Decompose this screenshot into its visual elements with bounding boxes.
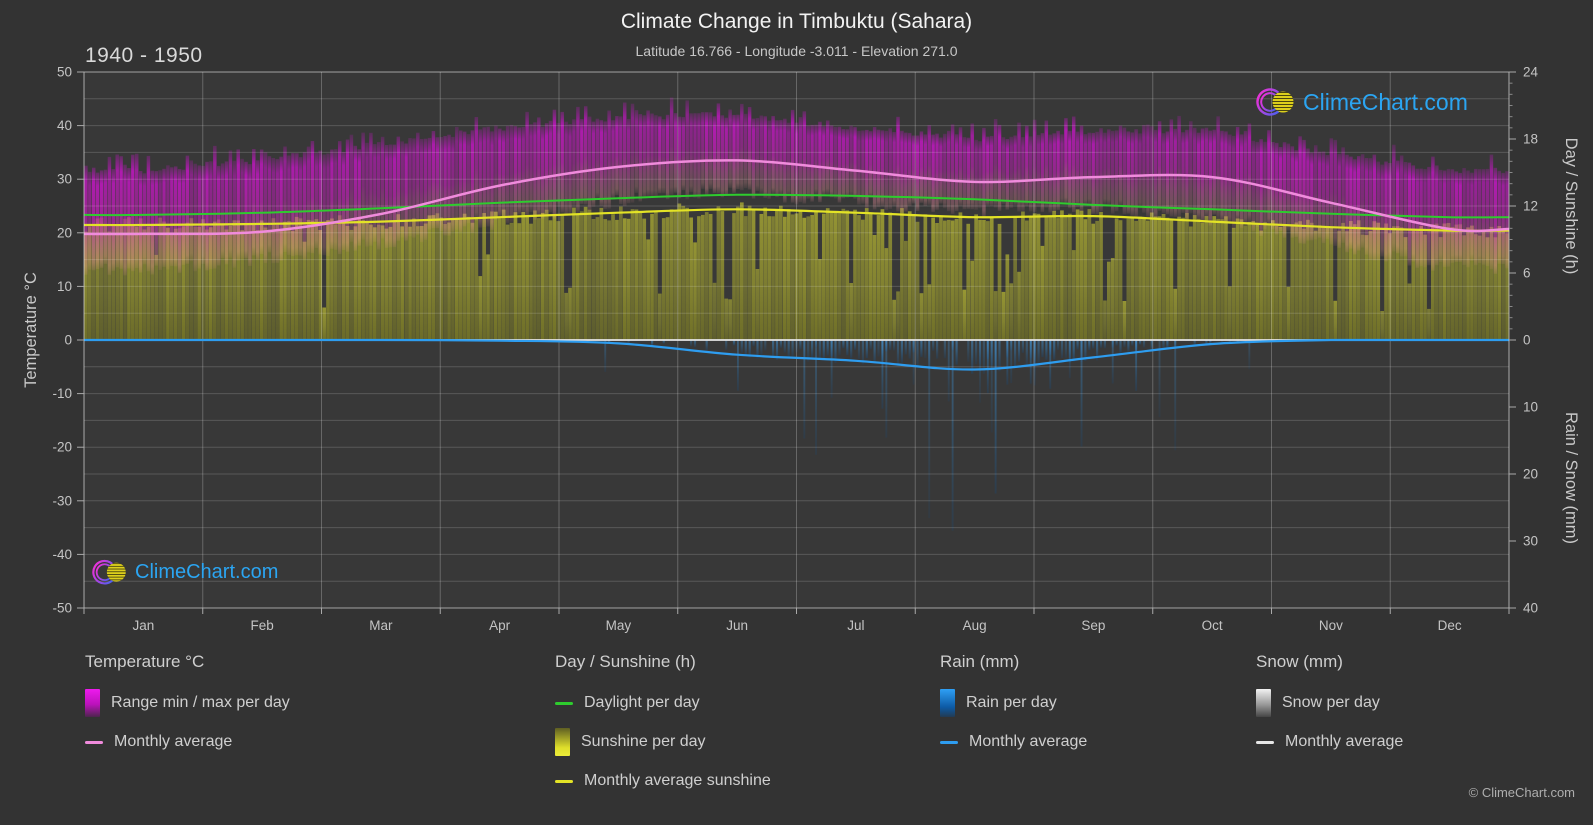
left-axis-tick-label: 0	[64, 333, 72, 348]
legend-group-temperature-c: Temperature °C Range min / max per day Mon…	[85, 652, 290, 768]
legend-gradient-blue-swatch	[940, 689, 955, 717]
left-axis-title: Temperature °C	[22, 272, 40, 388]
left-axis-tick-label: 40	[57, 118, 72, 133]
right-axis-sun-tick-label: 24	[1523, 65, 1539, 80]
legend-group-snow-mm: Snow (mm) Snow per day Monthly average	[1256, 652, 1403, 768]
era-range-label: 1940 - 1950	[85, 44, 203, 67]
climechart-logo-top[interactable]: ClimeChart.com	[1256, 84, 1468, 120]
legend-item-label: Monthly average	[114, 733, 233, 750]
x-axis-month-label: Oct	[1202, 618, 1223, 633]
left-axis-tick-label: 30	[57, 172, 72, 187]
climechart-logo-icon	[92, 559, 126, 585]
legend-line-swatch	[555, 779, 573, 783]
legend-gradient-magenta-swatch	[85, 689, 100, 717]
legend-item-monthly-average-sunshine[interactable]: Monthly average sunshine	[555, 768, 771, 794]
legend-item-sunshine-per-day[interactable]: Sunshine per day	[555, 728, 771, 756]
rain-average-line	[84, 338, 1509, 371]
legend-group-day-sunshine-h: Day / Sunshine (h) Daylight per day Sunshi…	[555, 652, 771, 807]
x-axis-month-label: Aug	[963, 618, 987, 633]
daily-bars-layer	[84, 97, 1509, 531]
legend-item-monthly-average[interactable]: Monthly average	[85, 729, 290, 755]
left-axis-tick-label: -20	[52, 440, 72, 455]
legend-item-monthly-average[interactable]: Monthly average	[940, 729, 1087, 755]
sunshine-average-line	[84, 208, 1509, 232]
right-axis-sun-tick-label: 18	[1523, 132, 1538, 147]
legend-item-label: Monthly average	[1285, 733, 1404, 750]
left-axis-tick-label: -10	[52, 386, 72, 401]
legend-item-daylight-per-day[interactable]: Daylight per day	[555, 690, 771, 716]
right-axis-rain-title: Rain / Snow (mm)	[1562, 412, 1580, 544]
legend-item-snow-per-day[interactable]: Snow per day	[1256, 689, 1403, 717]
chart-subtitle: Latitude 16.766 - Longitude -3.011 - Ele…	[635, 43, 958, 59]
legend-line-swatch	[940, 740, 958, 744]
legend-item-label: Daylight per day	[584, 694, 700, 711]
right-axis-sun-tick-label: 6	[1523, 266, 1531, 281]
temperature-average-line	[84, 159, 1509, 236]
legend-line-swatch	[555, 701, 573, 705]
right-axis-rain-tick-label: 10	[1523, 400, 1538, 415]
chart-title: Climate Change in Timbuktu (Sahara)	[620, 10, 973, 33]
legend-group-title: Day / Sunshine (h)	[555, 652, 696, 671]
left-axis-tick-label: -40	[52, 547, 72, 562]
legend-group-title: Rain (mm)	[940, 652, 1020, 671]
x-axis-month-label: May	[606, 618, 632, 633]
legend-gradient-yellow-swatch	[555, 728, 570, 756]
left-axis-tick-label: 50	[57, 65, 72, 80]
left-axis-tick-label: -30	[52, 493, 72, 508]
x-axis-month-label: Dec	[1438, 618, 1462, 633]
legend-item-label: Rain per day	[966, 694, 1057, 711]
x-axis-month-label: Jul	[847, 618, 864, 633]
legend-group-rain-mm: Rain (mm) Rain per day Monthly average	[940, 652, 1087, 768]
legend-item-label: Sunshine per day	[581, 733, 706, 750]
right-axis-sun-tick-label: 0	[1523, 333, 1531, 348]
right-axis-rain-tick-label: 30	[1523, 534, 1538, 549]
legend-line-swatch	[85, 740, 103, 744]
climechart-logo-bottom[interactable]: ClimeChart.com	[92, 556, 278, 589]
legend-item-monthly-average[interactable]: Monthly average	[1256, 729, 1403, 755]
axes: 50 40 30 20 10 0 -10 -20 -30 -40 -50 24 18 12 6 0 10 20 30…	[22, 65, 1580, 634]
legend-line-swatch	[1256, 740, 1274, 744]
climechart-logo-icon	[1256, 88, 1294, 116]
x-axis-month-label: Nov	[1319, 618, 1343, 633]
right-axis-sun-title: Day / Sunshine (h)	[1562, 138, 1580, 275]
legend-gradient-white-swatch	[1256, 689, 1271, 717]
x-axis-month-label: Sep	[1081, 618, 1105, 633]
legend-item-label: Monthly average sunshine	[584, 772, 771, 789]
x-axis-month-label: Jun	[726, 618, 748, 633]
left-axis-tick-label: -50	[52, 601, 72, 616]
daylight-line	[84, 193, 1509, 219]
copyright-label: © ClimeChart.com	[1468, 785, 1575, 800]
right-axis-sun-tick-label: 12	[1523, 199, 1538, 214]
x-axis-month-label: Mar	[369, 618, 393, 633]
climechart-logo-text: ClimeChart.com	[1303, 88, 1468, 115]
right-axis-rain-tick-label: 20	[1523, 467, 1538, 482]
right-axis-rain-tick-label: 40	[1523, 601, 1538, 616]
legend-group-title: Snow (mm)	[1256, 652, 1343, 671]
legend-item-label: Snow per day	[1282, 694, 1380, 711]
legend-item-label: Range min / max per day	[111, 694, 290, 711]
left-axis-tick-label: 20	[57, 225, 72, 240]
legend-item-rain-per-day[interactable]: Rain per day	[940, 689, 1087, 717]
legend-group-title: Temperature °C	[85, 652, 205, 671]
x-axis-month-label: Feb	[250, 618, 273, 633]
legend-item-range-min-max-per-day[interactable]: Range min / max per day	[85, 689, 290, 717]
left-axis-tick-label: 10	[57, 279, 72, 294]
legend-item-label: Monthly average	[969, 733, 1088, 750]
climechart-logo-text: ClimeChart.com	[135, 561, 279, 583]
x-axis-month-label: Jan	[132, 618, 154, 633]
x-axis-month-label: Apr	[489, 618, 511, 633]
